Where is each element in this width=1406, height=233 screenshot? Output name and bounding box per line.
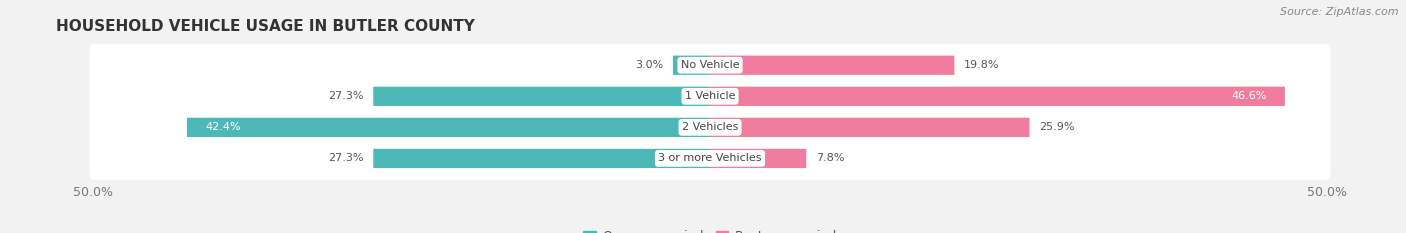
FancyBboxPatch shape — [90, 106, 1330, 149]
Text: 1 Vehicle: 1 Vehicle — [685, 91, 735, 101]
Text: No Vehicle: No Vehicle — [681, 60, 740, 70]
FancyBboxPatch shape — [90, 44, 1330, 87]
Text: 46.6%: 46.6% — [1232, 91, 1267, 101]
Text: 27.3%: 27.3% — [328, 154, 363, 163]
Text: 42.4%: 42.4% — [205, 122, 240, 132]
FancyBboxPatch shape — [187, 118, 710, 137]
FancyBboxPatch shape — [710, 149, 806, 168]
FancyBboxPatch shape — [90, 75, 1330, 118]
Text: 7.8%: 7.8% — [815, 154, 845, 163]
Text: 19.8%: 19.8% — [965, 60, 1000, 70]
FancyBboxPatch shape — [90, 137, 1330, 180]
FancyBboxPatch shape — [710, 56, 955, 75]
FancyBboxPatch shape — [710, 87, 1285, 106]
Text: 25.9%: 25.9% — [1039, 122, 1076, 132]
FancyBboxPatch shape — [373, 87, 710, 106]
FancyBboxPatch shape — [373, 149, 710, 168]
Text: 3 or more Vehicles: 3 or more Vehicles — [658, 154, 762, 163]
Text: 3.0%: 3.0% — [636, 60, 664, 70]
Legend: Owner-occupied, Renter-occupied: Owner-occupied, Renter-occupied — [578, 225, 842, 233]
Text: 2 Vehicles: 2 Vehicles — [682, 122, 738, 132]
Text: Source: ZipAtlas.com: Source: ZipAtlas.com — [1281, 7, 1399, 17]
FancyBboxPatch shape — [710, 118, 1029, 137]
Text: HOUSEHOLD VEHICLE USAGE IN BUTLER COUNTY: HOUSEHOLD VEHICLE USAGE IN BUTLER COUNTY — [56, 19, 475, 34]
FancyBboxPatch shape — [673, 56, 710, 75]
Text: 27.3%: 27.3% — [328, 91, 363, 101]
